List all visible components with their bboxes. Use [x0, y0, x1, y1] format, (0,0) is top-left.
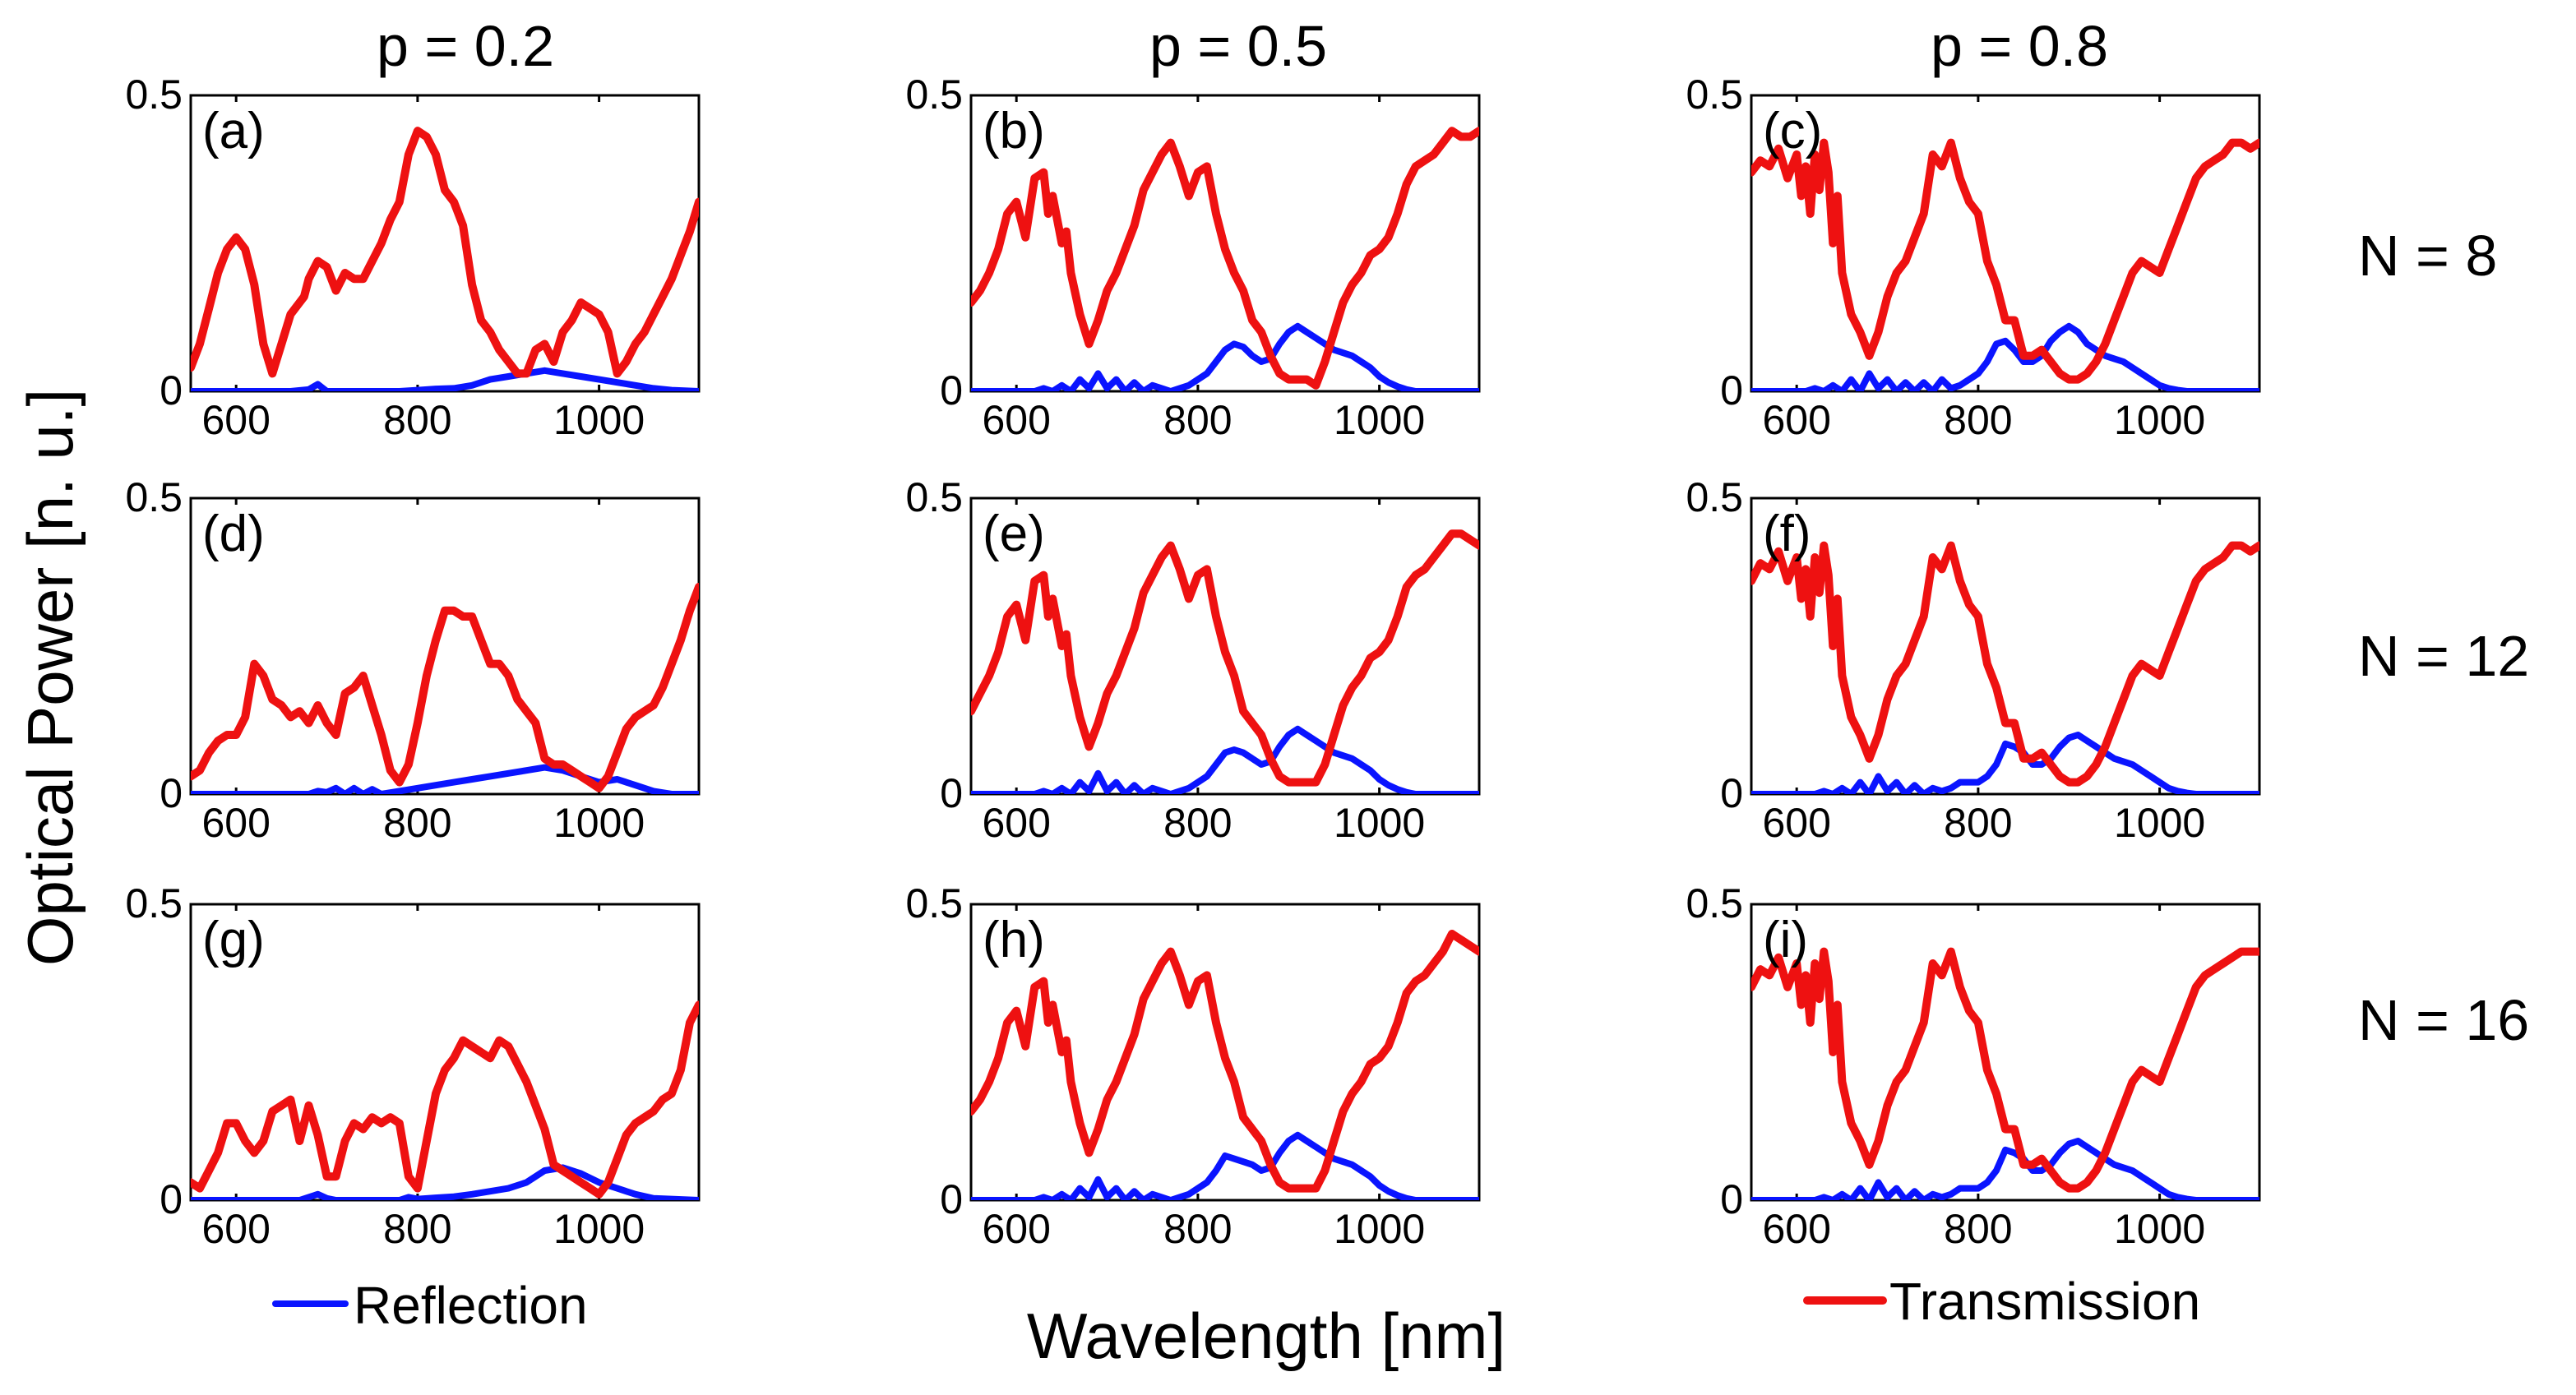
y-tick-label: 0	[940, 770, 963, 816]
y-tick-label: 0	[160, 1176, 183, 1222]
panel-label: (h)	[983, 912, 1045, 968]
x-tick-label: 1000	[1334, 1206, 1425, 1252]
panel-label: (b)	[983, 103, 1045, 159]
reflection-line-c	[1751, 322, 2259, 391]
x-tick-label: 1000	[1334, 397, 1425, 443]
x-tick-label: 600	[201, 1206, 270, 1252]
x-tick-label: 1000	[1334, 800, 1425, 846]
transmission-line-d	[191, 583, 699, 792]
column-title-p05: p = 0.5	[1149, 14, 1327, 78]
y-tick-label: 0.5	[125, 880, 183, 926]
panel-f: 600 800 1000 0 0.5 (f)	[1686, 474, 2261, 846]
x-tick-label: 600	[201, 800, 270, 846]
x-tick-label: 600	[1762, 1206, 1830, 1252]
x-tick-label: 800	[383, 397, 451, 443]
x-tick-label: 600	[982, 800, 1050, 846]
y-tick-label: 0	[940, 1176, 963, 1222]
transmission-line-g	[191, 1000, 699, 1199]
x-tick-label: 600	[201, 397, 270, 443]
panel-label: (d)	[202, 506, 265, 562]
column-title-p02: p = 0.2	[377, 14, 554, 78]
panel-i: 600 800 1000 0 0.5 (i)	[1686, 880, 2261, 1252]
column-title-p08: p = 0.8	[1931, 14, 2108, 78]
y-tick-label: 0	[160, 367, 183, 413]
y-tick-label: 0.5	[905, 880, 963, 926]
transmission-line-a	[191, 127, 699, 378]
x-axis-label: Wavelength [nm]	[1027, 1300, 1505, 1372]
plot-frame	[189, 903, 701, 1202]
reflection-line-b	[971, 322, 1479, 391]
y-tick-label: 0	[940, 367, 963, 413]
y-axis-label: Optical Power [n. u.]	[14, 389, 86, 966]
transmission-line-e	[971, 529, 1479, 787]
reflection-line-d	[191, 764, 699, 794]
x-tick-label: 1000	[553, 1206, 645, 1252]
transmission-line-i	[1751, 947, 2259, 1193]
x-tick-label: 800	[1163, 800, 1232, 846]
panel-label: (c)	[1763, 103, 1822, 159]
row-title-n12: N = 12	[2358, 624, 2529, 688]
panel-g: 600 800 1000 0 0.5 (g)	[125, 880, 701, 1252]
panels: 600 800 1000 0 0.5 (a) 600 800 1000 0 0.5 (b) 600 800…	[125, 72, 2261, 1252]
transmission-line-c	[1751, 138, 2259, 384]
x-tick-label: 800	[1163, 1206, 1232, 1252]
row-title-n16: N = 16	[2358, 988, 2529, 1052]
transmission-line-b	[971, 127, 1479, 390]
y-tick-label: 0.5	[905, 72, 963, 118]
y-tick-label: 0	[160, 770, 183, 816]
y-tick-label: 0.5	[125, 474, 183, 520]
reflection-line-i	[1751, 1138, 2259, 1200]
panel-label: (e)	[983, 506, 1045, 562]
transmission-line-h	[971, 930, 1479, 1193]
x-tick-label: 800	[383, 1206, 451, 1252]
y-tick-label: 0	[1720, 1176, 1743, 1222]
panel-label: (a)	[202, 103, 265, 159]
y-tick-label: 0.5	[1686, 474, 1743, 520]
panel-b: 600 800 1000 0 0.5 (b)	[905, 72, 1481, 443]
x-tick-label: 800	[1944, 397, 2012, 443]
x-tick-label: 1000	[553, 800, 645, 846]
x-tick-label: 800	[1163, 397, 1232, 443]
reflection-line-f	[1751, 732, 2259, 794]
x-tick-label: 1000	[2114, 397, 2205, 443]
x-tick-label: 1000	[553, 397, 645, 443]
x-tick-label: 800	[383, 800, 451, 846]
panel-h: 600 800 1000 0 0.5 (h)	[905, 880, 1481, 1252]
panel-e: 600 800 1000 0 0.5 (e)	[905, 474, 1481, 846]
legend-transmission-label: Transmission	[1889, 1272, 2200, 1331]
reflection-line-h	[971, 1131, 1479, 1200]
y-tick-label: 0.5	[125, 72, 183, 118]
legend: Reflection Transmission	[272, 1272, 2200, 1335]
panel-a: 600 800 1000 0 0.5 (a)	[125, 72, 701, 443]
reflection-line-a	[191, 367, 699, 391]
x-tick-label: 600	[1762, 397, 1830, 443]
legend-reflection-label: Reflection	[354, 1276, 588, 1335]
x-tick-label: 600	[982, 397, 1050, 443]
panel-c: 600 800 1000 0 0.5 (c)	[1686, 72, 2261, 443]
x-tick-label: 800	[1944, 800, 2012, 846]
transmission-line-f	[1751, 541, 2259, 787]
y-tick-label: 0	[1720, 367, 1743, 413]
panel-label: (f)	[1763, 506, 1811, 562]
y-tick-label: 0	[1720, 770, 1743, 816]
plot-frame	[189, 497, 701, 796]
x-tick-label: 600	[982, 1206, 1050, 1252]
row-title-n8: N = 8	[2358, 224, 2497, 288]
x-tick-label: 800	[1944, 1206, 2012, 1252]
y-tick-label: 0.5	[1686, 880, 1743, 926]
panel-label: (i)	[1763, 912, 1808, 968]
x-tick-label: 1000	[2114, 800, 2205, 846]
x-tick-label: 600	[1762, 800, 1830, 846]
reflection-line-e	[971, 725, 1479, 794]
y-tick-label: 0.5	[905, 474, 963, 520]
plot-frame	[1750, 94, 2261, 393]
panel-label: (g)	[202, 912, 265, 968]
y-tick-label: 0.5	[1686, 72, 1743, 118]
x-tick-label: 1000	[2114, 1206, 2205, 1252]
panel-d: 600 800 1000 0 0.5 (d)	[125, 474, 701, 846]
